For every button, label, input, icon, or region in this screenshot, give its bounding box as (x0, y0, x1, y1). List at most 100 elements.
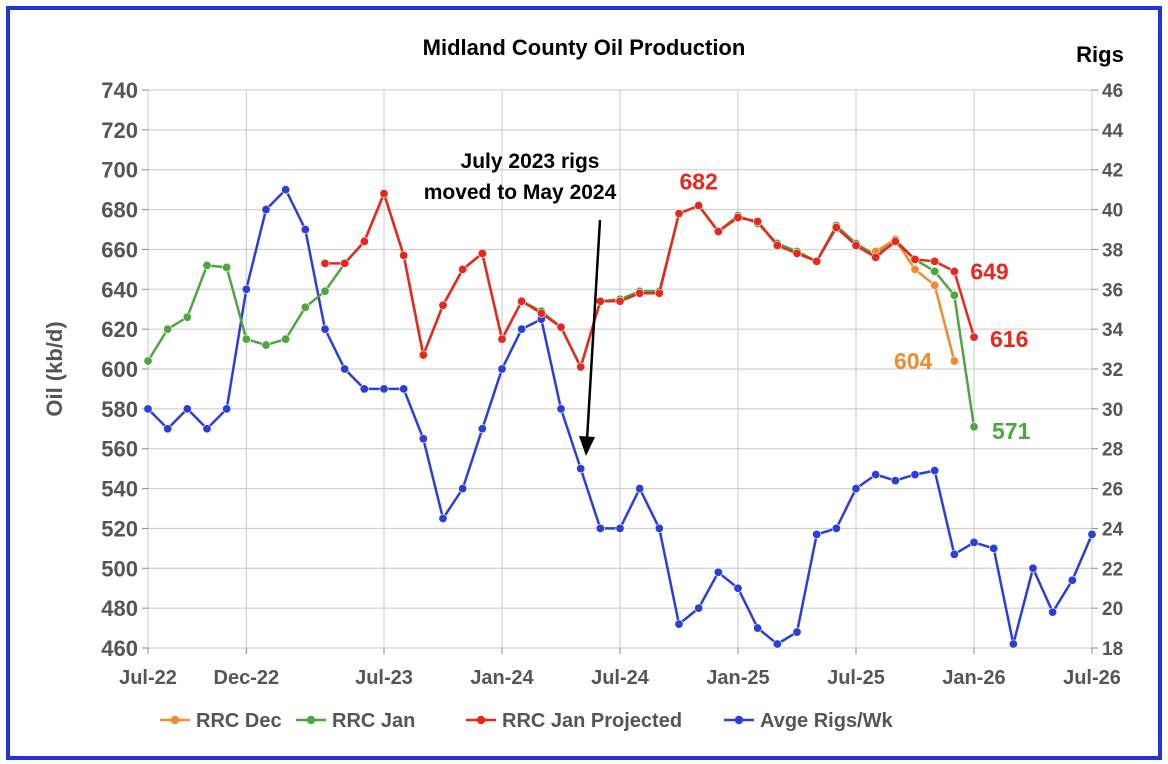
data-point (300, 302, 310, 312)
x-tick-label: Jul-24 (591, 667, 650, 689)
data-point (949, 356, 959, 366)
legend-item-rrc-dec: RRC Dec (160, 710, 282, 732)
data-point (320, 258, 330, 268)
legend-item-rrc-jan: RRC Jan (296, 710, 415, 732)
y-tick-label: 520 (101, 516, 138, 541)
x-tick-label: Dec-22 (214, 667, 280, 689)
data-point (1008, 639, 1018, 649)
data-point (910, 470, 920, 480)
y-tick-label: 700 (101, 158, 138, 183)
y2-tick-label: 34 (1102, 320, 1124, 341)
data-point (379, 189, 389, 199)
data-point (477, 248, 487, 258)
data-point (477, 424, 487, 434)
y2-tick-label: 22 (1102, 559, 1123, 580)
data-point (851, 484, 861, 494)
legend-swatch-marker (476, 715, 486, 725)
data-point (615, 296, 625, 306)
y2-tick-label: 24 (1102, 519, 1124, 540)
data-point (910, 264, 920, 274)
x-tick-label: Jul-22 (119, 667, 177, 689)
y-tick-label: 640 (101, 277, 138, 302)
data-point (576, 362, 586, 372)
data-point (399, 384, 409, 394)
x-tick-label: Jul-26 (1063, 667, 1121, 689)
data-point (930, 280, 940, 290)
series-avge-rigs-wk (143, 185, 1097, 649)
legend-swatch-marker (170, 715, 180, 725)
data-point (261, 340, 271, 350)
y-tick-label: 580 (101, 397, 138, 422)
y2-tick-label: 32 (1102, 360, 1123, 381)
annotation-arrowhead (579, 436, 595, 456)
data-point (261, 205, 271, 215)
data-point (143, 356, 153, 366)
y2-tick-label: 36 (1102, 280, 1123, 301)
data-point (1048, 607, 1058, 617)
x-tick-label: Jan-26 (942, 667, 1005, 689)
x-tick-label: Jul-23 (355, 667, 413, 689)
legend-item-avge-rigs-wk: Avge Rigs/Wk (724, 710, 893, 732)
y-tick-label: 460 (101, 636, 138, 661)
data-point (772, 639, 782, 649)
data-point (831, 223, 841, 233)
data-point (359, 384, 369, 394)
data-point (320, 324, 330, 334)
data-point (340, 364, 350, 374)
data-point (674, 209, 684, 219)
y2-tick-label: 40 (1102, 201, 1123, 222)
legend-swatch-marker (306, 715, 316, 725)
data-point (753, 623, 763, 633)
y-tick-label: 480 (101, 596, 138, 621)
data-point (300, 225, 310, 235)
data-point (182, 312, 192, 322)
data-point (654, 523, 664, 533)
data-labels: 682 649 616 604 571 (679, 169, 1030, 444)
data-point (871, 252, 881, 262)
legend-label: RRC Dec (196, 710, 282, 732)
data-point (595, 523, 605, 533)
data-point (635, 288, 645, 298)
data-point (536, 308, 546, 318)
data-point (517, 296, 527, 306)
legend-label: RRC Jan (332, 710, 415, 732)
data-point (1028, 563, 1038, 573)
data-point (241, 334, 251, 344)
data-point (222, 262, 232, 272)
y-tick-label: 720 (101, 118, 138, 143)
data-point (615, 523, 625, 533)
x-tick-label: Jan-24 (470, 667, 534, 689)
gridlines (147, 89, 1093, 649)
annotation-line-2: moved to May 2024 (424, 181, 617, 204)
data-point (1087, 529, 1097, 539)
data-point (713, 226, 723, 236)
y2-tick-label: 38 (1102, 240, 1123, 261)
y2-tick-label: 42 (1102, 161, 1123, 182)
data-point (969, 537, 979, 547)
y-tick-label: 680 (101, 198, 138, 223)
y-tick-label: 560 (101, 437, 138, 462)
y-axis-label: Oil (kb/d) (42, 321, 67, 416)
data-label: 616 (990, 326, 1028, 352)
y2-tick-label: 30 (1102, 400, 1123, 421)
data-point (694, 603, 704, 613)
data-point (1067, 575, 1077, 585)
data-point (241, 284, 251, 294)
data-label: 682 (679, 169, 717, 195)
data-point (438, 300, 448, 310)
data-point (772, 240, 782, 250)
data-point (202, 424, 212, 434)
data-point (556, 322, 566, 332)
data-point (969, 422, 979, 432)
data-point (713, 567, 723, 577)
data-point (831, 523, 841, 533)
data-point (812, 529, 822, 539)
x-tick-label: Jul-25 (827, 667, 885, 689)
data-point (930, 466, 940, 476)
y2-tick-label: 44 (1102, 121, 1124, 142)
y-tick-label: 740 (101, 78, 138, 103)
data-point (418, 434, 428, 444)
data-label: 604 (894, 348, 933, 374)
data-point (930, 256, 940, 266)
